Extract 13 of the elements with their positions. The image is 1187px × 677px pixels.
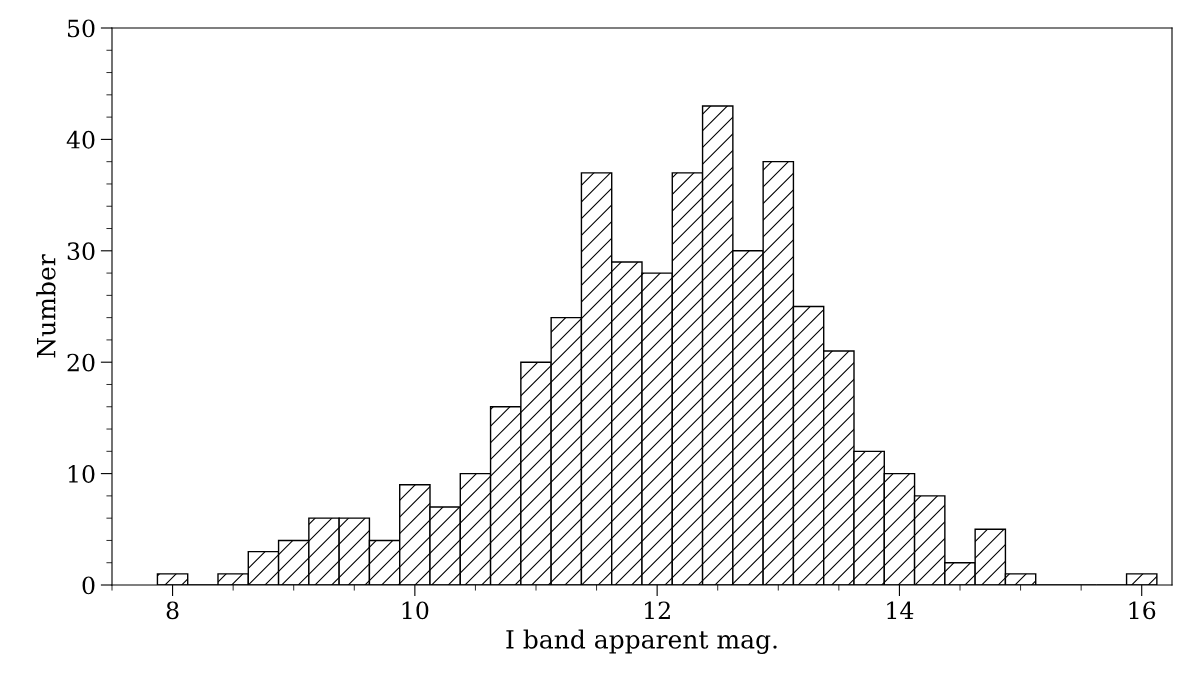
x-axis-title: I band apparent mag. xyxy=(506,629,777,654)
x-tick-label: 10 xyxy=(402,601,429,620)
y-tick-label: 20 xyxy=(67,353,95,372)
x-tick-label: 16 xyxy=(1129,601,1156,620)
y-tick-label: 50 xyxy=(67,19,95,38)
x-tick-label: 14 xyxy=(887,601,914,619)
y-tick-label: 40 xyxy=(66,130,95,149)
y-tick-label: 10 xyxy=(68,465,95,483)
y-axis-title: Number xyxy=(36,254,56,358)
x-tick-label: 8 xyxy=(166,601,179,620)
y-tick-label: 0 xyxy=(82,576,95,595)
y-tick-label: 30 xyxy=(67,242,95,261)
x-tick-label: 12 xyxy=(645,601,670,619)
